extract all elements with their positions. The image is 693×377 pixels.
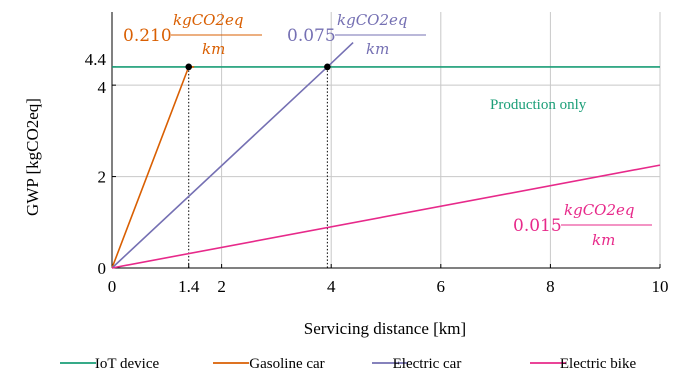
x-axis-label: Servicing distance [km] [304, 319, 466, 338]
annotation-gasoline-slope: 0.210 kgCO2eq km [123, 11, 262, 58]
intersection-point [185, 63, 193, 71]
ticks: 0 1.4 2 4 6 8 10 0 2 4 4.4 [85, 50, 669, 296]
annotation-gasoline-numerator: kgCO2eq [173, 11, 244, 29]
annotation-electric-car-slope: 0.075 kgCO2eq km [287, 11, 426, 58]
legend-label: IoT device [95, 356, 160, 372]
annotation-electric-bike-value: 0.015 [513, 216, 562, 236]
annotation-electric-bike-denominator: km [592, 231, 615, 249]
y-tick-label: 2 [98, 168, 107, 187]
intersection-point [324, 63, 331, 71]
annotation-electric-car-numerator: kgCO2eq [337, 11, 408, 29]
legend-label: Gasoline car [249, 356, 324, 372]
annotation-gasoline-value: 0.210 [123, 26, 172, 46]
y-tick-label: 0 [98, 259, 107, 278]
y-tick-label: 4 [98, 78, 107, 97]
x-tick-label: 0 [108, 277, 117, 296]
y-axis-label: GWP [kgCO2eq] [23, 98, 42, 216]
annotation-electric-car-value: 0.075 [287, 26, 336, 46]
legend-label: Electric bike [560, 356, 637, 372]
x-tick-label: 2 [217, 277, 226, 296]
axes [111, 12, 660, 269]
x-tick-label: 1.4 [178, 277, 200, 296]
annotation-electric-bike-numerator: kgCO2eq [564, 201, 635, 219]
x-tick-label: 4 [327, 277, 336, 296]
legend-label: Electric car [393, 356, 462, 372]
legend: IoT device Gasoline car Electric car Electr… [60, 356, 636, 372]
annotation-production-only: Production only [490, 97, 587, 113]
x-tick-label: 10 [652, 277, 669, 296]
x-tick-label: 8 [546, 277, 555, 296]
annotation-electric-bike-slope: 0.015 kgCO2eq km [513, 201, 652, 249]
x-tick-label: 6 [437, 277, 446, 296]
intersection-points [185, 63, 331, 71]
series-lines [111, 42, 661, 269]
series-line-electric-car [111, 42, 354, 269]
series-line-gasoline-car [111, 66, 195, 269]
y-tick-label: 4.4 [85, 50, 107, 69]
annotation-electric-car-denominator: km [366, 40, 389, 58]
grid [112, 12, 661, 268]
annotation-gasoline-denominator: km [202, 40, 225, 58]
series-line-electric-bike [111, 164, 661, 269]
